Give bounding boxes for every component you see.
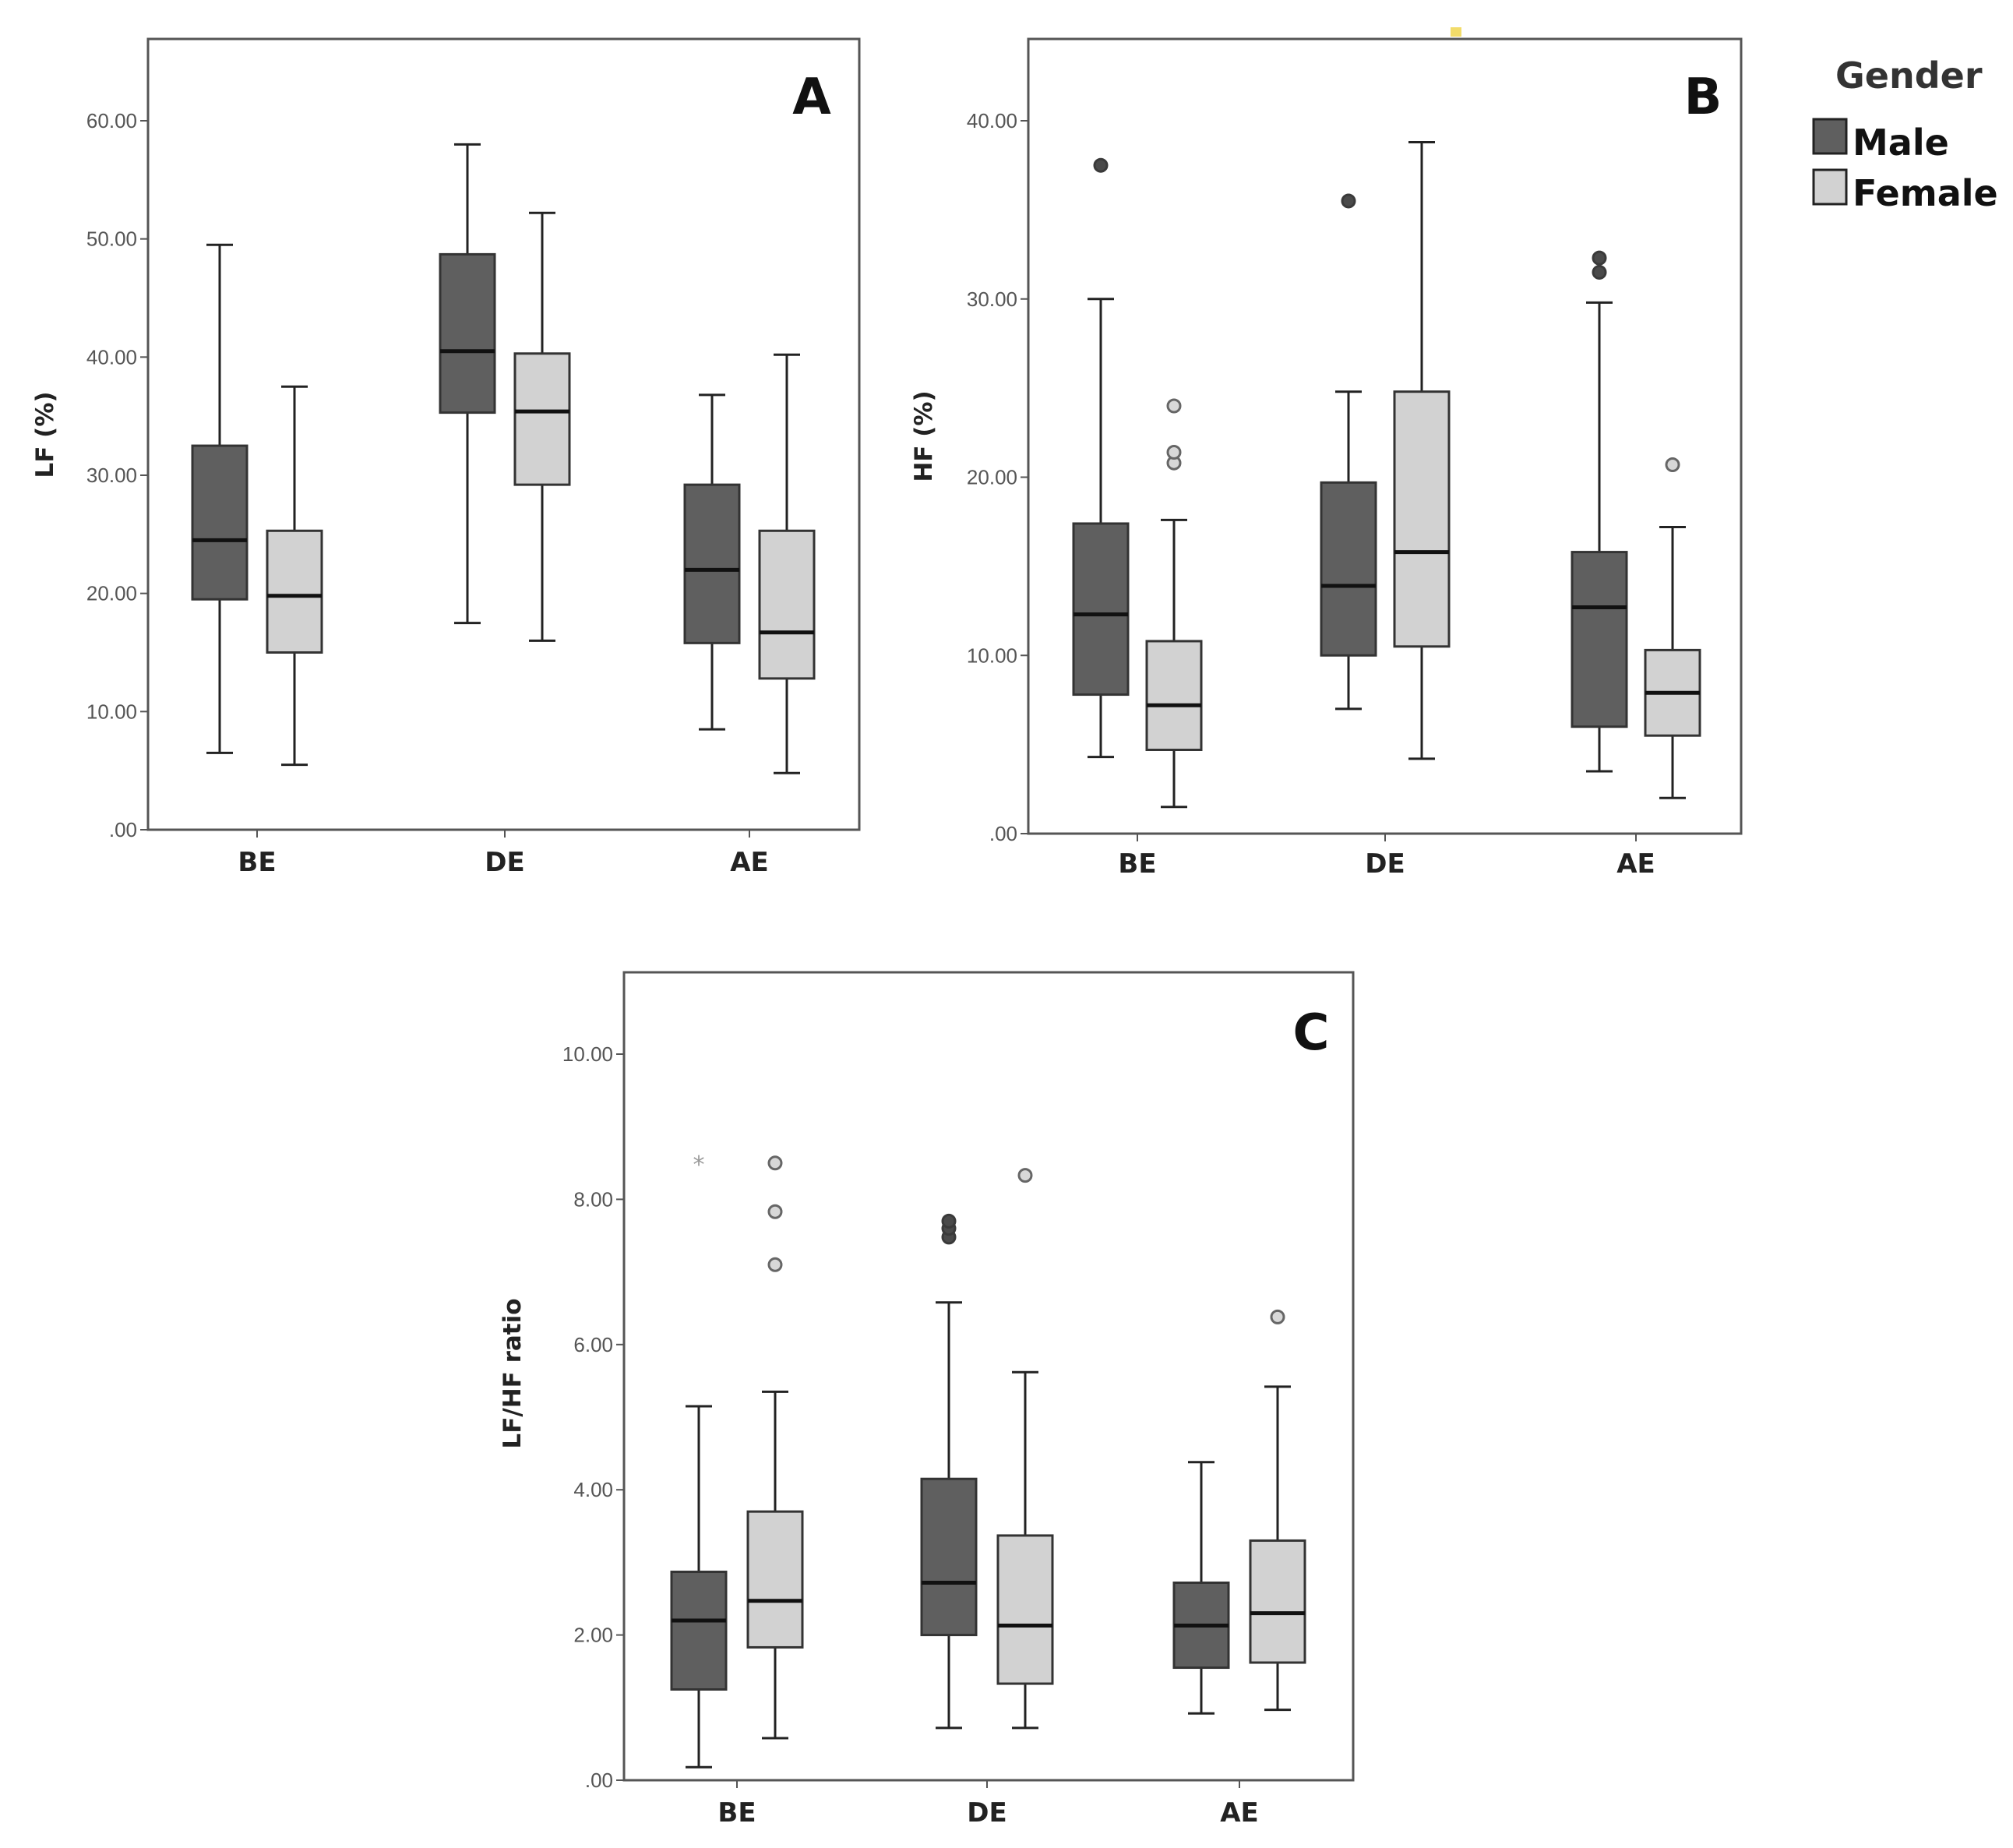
iqr-box: [1393, 390, 1451, 648]
panel-a: A LF (%) .00 10.00 20.00 30.00 40.00 50.00 60.…: [31, 37, 861, 878]
outlier-point: [767, 1257, 783, 1272]
outlier-point: [1166, 444, 1182, 460]
y-tick-label: .00: [989, 822, 1017, 845]
iqr-box: [996, 1534, 1054, 1685]
x-tick-label: BE: [1118, 848, 1156, 880]
y-tick-label: .00: [585, 1769, 613, 1792]
panel-c: C LF/HF ratio .00 2.00 4.00 6.00 8.00 10.00 BE…: [499, 971, 1355, 1829]
iqr-box: [191, 444, 249, 601]
outlier-point: [1166, 398, 1182, 414]
box-male-ae: [683, 393, 741, 731]
panel-letter: B: [1684, 69, 1722, 126]
y-tick-label: 2.00: [573, 1624, 613, 1647]
legend: Gender Male Female: [1812, 55, 1998, 214]
box-female-be: [746, 1155, 804, 1740]
legend-item-male: Male: [1812, 118, 1949, 164]
outlier-point: [1341, 193, 1356, 209]
iqr-box: [1145, 640, 1203, 751]
y-tick-label: 40.00: [86, 345, 137, 369]
box-female-de: [513, 211, 571, 642]
box-female-ae: [1644, 457, 1701, 799]
y-tick-label: 4.00: [573, 1478, 613, 1501]
panel-b: B HF (%) .00 10.00 20.00 30.00 40.00 BE DE AE: [910, 37, 1743, 880]
iqr-box: [758, 529, 816, 680]
y-tick-label: 10.00: [967, 644, 1017, 667]
y-tick-label: .00: [109, 818, 137, 841]
outlier-point: [941, 1213, 957, 1229]
iqr-box: [746, 1510, 804, 1649]
box-female-ae: [758, 353, 816, 774]
iqr-box: [670, 1571, 728, 1691]
y-tick-label: 30.00: [86, 464, 137, 487]
outlier-point: [767, 1204, 783, 1219]
panel-letter: C: [1293, 1004, 1330, 1062]
y-tick-label: 30.00: [967, 287, 1017, 311]
box-male-ae: [1571, 250, 1628, 773]
outlier-point: [1592, 264, 1607, 280]
box-male-be: [1072, 157, 1130, 759]
iqr-box: [439, 252, 496, 414]
outlier-point: [1017, 1168, 1033, 1183]
panel-letter: A: [792, 69, 831, 126]
x-tick-label: DE: [485, 847, 524, 878]
y-tick-label: 20.00: [967, 466, 1017, 489]
box-female-de: [1393, 140, 1451, 760]
x-tick-label: BE: [238, 847, 276, 878]
box-female-ae: [1249, 1309, 1306, 1712]
y-tick-label: 10.00: [562, 1042, 613, 1066]
y-tick-label: 50.00: [86, 227, 137, 251]
box-male-ae: [1172, 1461, 1230, 1715]
iqr-box: [1571, 551, 1628, 728]
y-tick-label: 40.00: [967, 109, 1017, 132]
y-tick-label: 8.00: [573, 1187, 613, 1211]
outlier-point: [767, 1155, 783, 1171]
legend-swatch-male: [1812, 118, 1848, 155]
box-male-de: [920, 1213, 978, 1730]
y-tick-label: 6.00: [573, 1333, 613, 1356]
iqr-box: [1320, 481, 1377, 657]
legend-item-female: Female: [1812, 168, 1998, 214]
outlier-point: [1270, 1309, 1285, 1324]
marker-dot: [1451, 27, 1461, 37]
x-tick-label: AE: [1616, 848, 1655, 880]
x-tick-label: BE: [717, 1797, 756, 1829]
legend-swatch-female: [1812, 168, 1848, 206]
outlier-point: [1665, 457, 1680, 472]
iqr-box: [1249, 1539, 1306, 1664]
y-axis-title: HF (%): [910, 390, 938, 481]
iqr-box: [513, 352, 571, 486]
x-tick-label: AE: [1220, 1797, 1259, 1829]
x-tick-label: DE: [1365, 848, 1405, 880]
y-tick-label: 20.00: [86, 582, 137, 605]
plot-frame: [1027, 37, 1743, 835]
box-male-de: [1320, 193, 1377, 711]
legend-title: Gender: [1835, 55, 1983, 97]
legend-label-female: Female: [1853, 172, 1998, 214]
iqr-box: [920, 1477, 978, 1637]
box-female-be: [266, 385, 323, 767]
box-male-de: [439, 143, 496, 625]
iqr-box: [683, 483, 741, 644]
extreme-point: *: [693, 1151, 705, 1179]
x-tick-label: DE: [967, 1797, 1006, 1829]
box-female-be: [1145, 398, 1203, 809]
iqr-box: [1072, 522, 1130, 697]
plot-frame: [146, 37, 861, 831]
box-male-be: *: [670, 1151, 728, 1769]
plot-frame: [622, 971, 1355, 1782]
x-tick-label: AE: [730, 847, 769, 878]
box-female-de: [996, 1168, 1054, 1730]
y-tick-label: 60.00: [86, 109, 137, 132]
y-axis-title: LF (%): [31, 391, 59, 478]
box-male-be: [191, 243, 249, 754]
legend-label-male: Male: [1853, 122, 1949, 164]
outlier-point: [1592, 250, 1607, 266]
y-axis-title: LF/HF ratio: [499, 1298, 527, 1448]
iqr-box: [266, 529, 323, 654]
y-tick-label: 10.00: [86, 700, 137, 723]
outlier-point: [1093, 157, 1109, 173]
